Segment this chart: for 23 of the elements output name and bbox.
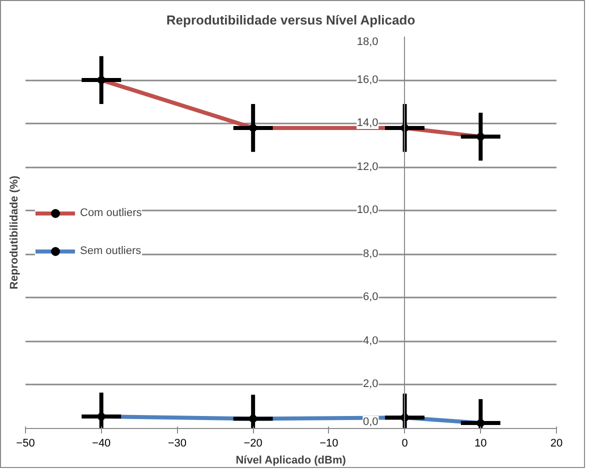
y-tick-label: 6,0 [362,291,378,304]
legend-label: Sem outliers [80,245,142,257]
chart-title: Reprodutibilidade versus Nível Aplicado [166,12,416,28]
y-tick-label: 14,0 [356,117,378,130]
y-axis-title: Reprodutibilidade (%) [8,175,20,290]
y-tick-label: 12,0 [356,160,378,173]
y-tick-label: 2,0 [362,378,378,390]
x-tick-label: −20 [244,438,262,450]
legend-label: Com outliers [80,207,142,219]
x-tick-label: −10 [320,438,338,450]
y-tick-label: 8,0 [362,248,378,260]
x-axis-title: Nível Aplicado (dBm) [236,454,346,466]
x-tick-label: −30 [168,438,187,450]
y-tick-label: 0,0 [362,416,378,428]
y-tick-label: 4,0 [362,334,378,347]
x-tick-label: 20 [550,438,563,450]
y-tick-label: 16,0 [356,74,378,86]
x-tick-label: 10 [474,438,487,450]
x-tick-label: −40 [92,438,111,450]
x-tick-label: −50 [16,438,35,450]
y-tick-label: 18,0 [356,36,378,48]
x-tick-label: 0 [402,438,408,450]
y-tick-label: 10,0 [356,204,378,216]
